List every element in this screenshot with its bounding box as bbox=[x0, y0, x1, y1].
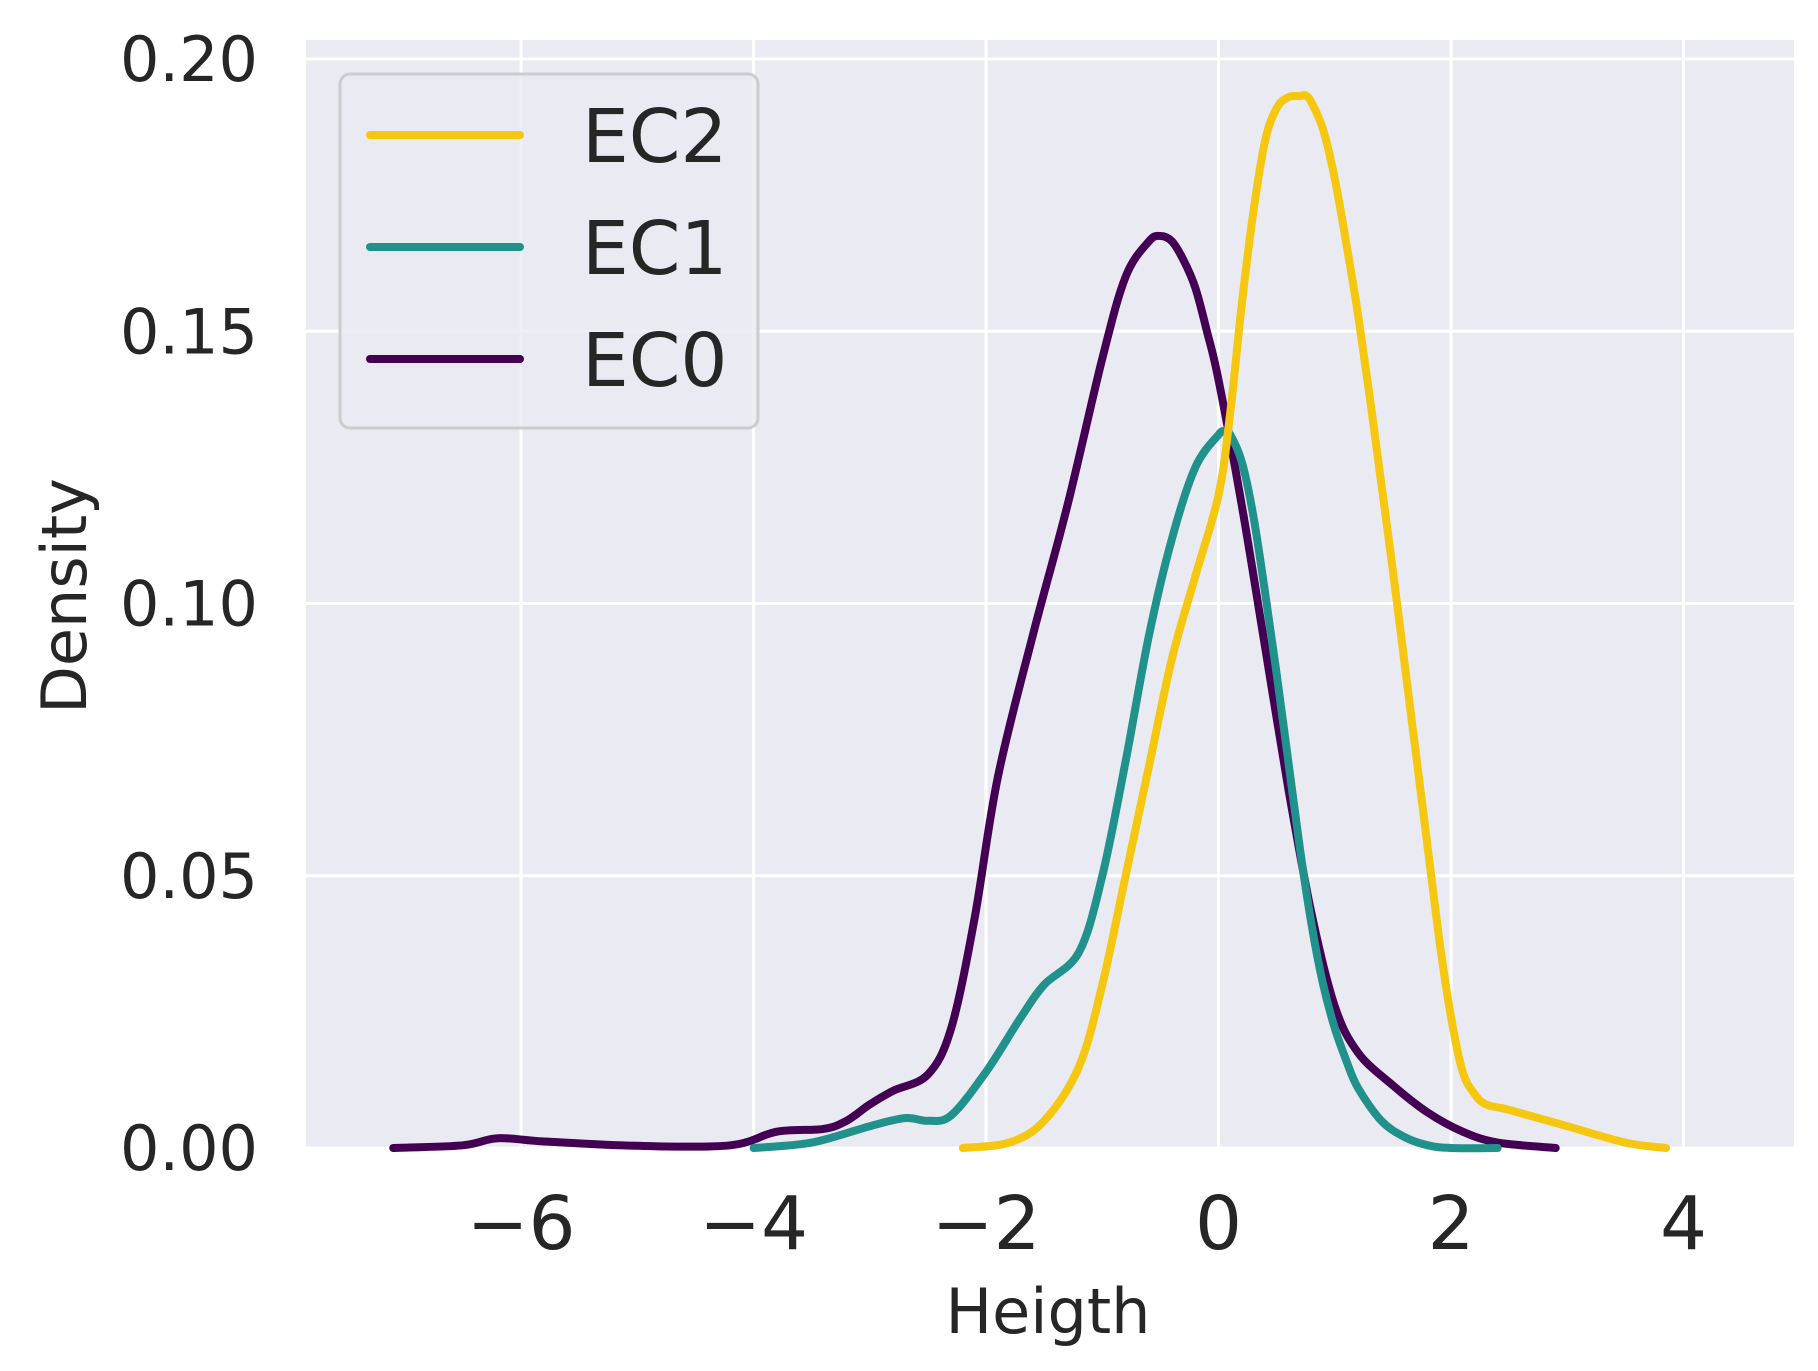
x-tick-label: −4 bbox=[699, 1181, 808, 1267]
grid-lines bbox=[306, 40, 1794, 1150]
y-tick-label: 0.05 bbox=[120, 840, 258, 913]
y-tick-label: 0.10 bbox=[120, 568, 258, 641]
series-line-ec2 bbox=[958, 91, 1671, 1152]
series-lines bbox=[389, 91, 1671, 1153]
x-tick-label: 2 bbox=[1428, 1181, 1475, 1267]
y-tick-labels: 0.00 0.05 0.10 0.15 0.20 bbox=[120, 23, 258, 1185]
legend-frame bbox=[338, 72, 760, 430]
x-axis-title: Heigth bbox=[946, 1275, 1151, 1348]
legend-label: EC2 bbox=[582, 94, 728, 180]
x-tick-label: −6 bbox=[467, 1181, 576, 1267]
legend: EC2 EC1 EC0 bbox=[338, 72, 760, 430]
x-tick-label: 4 bbox=[1660, 1181, 1707, 1267]
y-tick-label: 0.20 bbox=[120, 23, 258, 96]
legend-label: EC0 bbox=[582, 318, 728, 404]
legend-label: EC1 bbox=[582, 206, 728, 292]
x-tick-label: 0 bbox=[1195, 1181, 1242, 1267]
y-tick-label: 0.00 bbox=[120, 1112, 258, 1185]
y-tick-label: 0.15 bbox=[120, 295, 258, 368]
x-tick-labels: −6 −4 −2 0 2 4 bbox=[467, 1181, 1708, 1267]
y-axis-title: Density bbox=[28, 478, 101, 714]
x-tick-label: −2 bbox=[932, 1181, 1041, 1267]
